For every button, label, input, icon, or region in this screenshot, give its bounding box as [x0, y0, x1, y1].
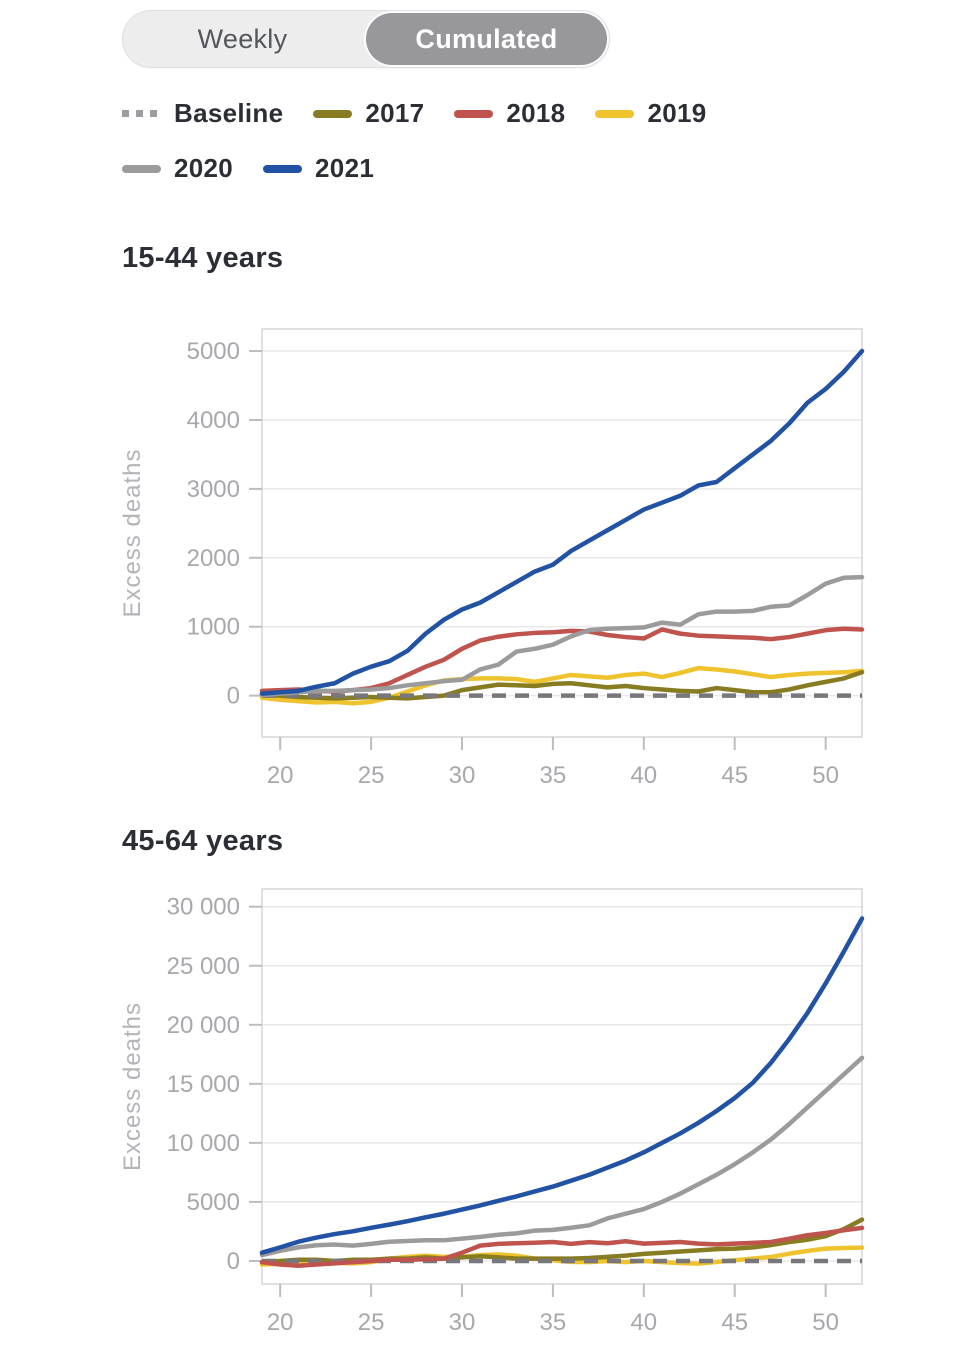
svg-text:50: 50: [812, 762, 839, 789]
view-mode-toggle: Weekly Cumulated: [122, 10, 610, 68]
svg-text:40: 40: [630, 1309, 657, 1336]
legend-item-2018: 2018: [454, 98, 565, 129]
svg-text:35: 35: [540, 1309, 567, 1336]
svg-text:15 000: 15 000: [167, 1071, 240, 1098]
svg-text:2000: 2000: [187, 545, 240, 572]
legend-label-2020: 2020: [174, 153, 234, 183]
line-swatch-2018-icon: [454, 109, 494, 118]
legend-item-2020: 2020: [122, 153, 233, 184]
line-swatch-2019-icon: [595, 109, 635, 118]
legend-label-2017: 2017: [365, 98, 425, 128]
chart-title-15-44: 15-44 years: [122, 242, 284, 274]
legend-item-2017: 2017: [313, 98, 424, 129]
svg-text:25: 25: [358, 762, 385, 789]
line-swatch-2020-icon: [122, 164, 161, 173]
svg-text:45: 45: [721, 1309, 748, 1336]
svg-text:20 000: 20 000: [167, 1012, 240, 1039]
toggle-option-cumulated[interactable]: Cumulated: [366, 13, 607, 65]
line-swatch-2021-icon: [263, 164, 303, 173]
svg-text:25 000: 25 000: [167, 953, 240, 980]
svg-text:45: 45: [721, 762, 748, 789]
svg-text:0: 0: [227, 1248, 240, 1275]
page: Weekly Cumulated Baseline 2017 2018 2019: [0, 10, 971, 1356]
svg-text:30 000: 30 000: [167, 894, 240, 921]
svg-text:1000: 1000: [187, 614, 240, 641]
svg-text:4000: 4000: [187, 407, 240, 434]
svg-text:30: 30: [449, 762, 476, 789]
svg-text:3000: 3000: [187, 476, 240, 503]
legend-label-2019: 2019: [647, 98, 707, 128]
legend-label-2021: 2021: [315, 153, 375, 183]
legend: Baseline 2017 2018 2019 2020 2021: [122, 98, 971, 184]
legend-item-2019: 2019: [595, 98, 706, 129]
chart-15-44-years: 0 1000 2000 3000 4000 5000 20 25 30 35 40 45 50 Exces…: [119, 328, 865, 789]
svg-text:35: 35: [540, 762, 567, 789]
toggle-option-weekly[interactable]: Weekly: [122, 10, 363, 68]
baseline-dash-swatch-icon: [122, 110, 161, 117]
line-swatch-2017-icon: [313, 109, 353, 118]
svg-text:10 000: 10 000: [167, 1130, 240, 1157]
svg-text:20: 20: [267, 762, 294, 789]
chart-title-45-64: 45-64 years: [122, 825, 284, 857]
svg-text:30: 30: [449, 1309, 476, 1336]
legend-row-1: Baseline 2017 2018 2019: [122, 98, 971, 129]
chart-45-64-years: 0 5000 10 000 15 000 20 000 25 000 30 000 20 25 3…: [119, 888, 865, 1336]
legend-label-2018: 2018: [506, 98, 566, 128]
legend-item-2021: 2021: [263, 153, 374, 184]
svg-text:40: 40: [630, 762, 657, 789]
svg-text:20: 20: [267, 1309, 294, 1336]
legend-item-baseline: Baseline: [122, 98, 283, 129]
svg-text:25: 25: [358, 1309, 385, 1336]
legend-label-baseline: Baseline: [174, 98, 284, 128]
legend-row-2: 2020 2021: [122, 153, 971, 184]
svg-text:Excess deaths: Excess deaths: [119, 448, 146, 617]
svg-text:5000: 5000: [187, 1189, 240, 1216]
svg-text:0: 0: [227, 683, 240, 710]
svg-text:Excess deaths: Excess deaths: [119, 1002, 146, 1171]
svg-text:5000: 5000: [187, 338, 240, 365]
svg-text:50: 50: [812, 1309, 839, 1336]
